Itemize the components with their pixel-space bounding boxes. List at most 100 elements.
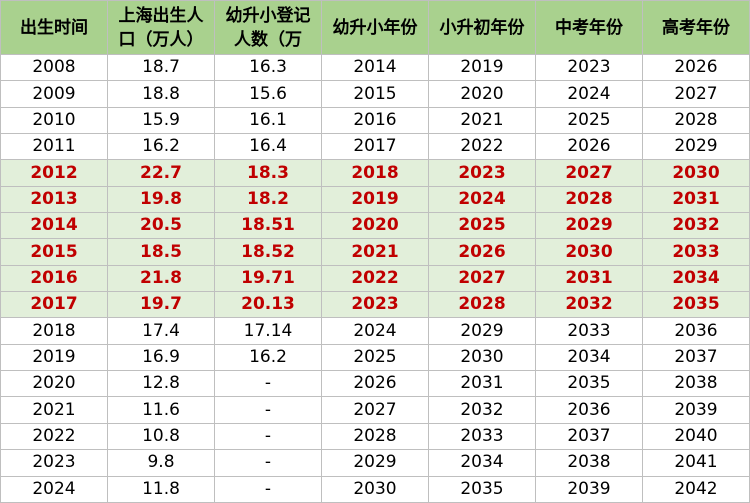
table-cell: 2013 [0,185,108,214]
table-cell: 16.2 [107,133,215,161]
table-cell: 2008 [0,53,108,82]
table-cell: 2022 [321,264,429,293]
table-cell: 18.51 [214,212,322,240]
table-cell: 16.2 [214,343,322,372]
table-cell: 2038 [535,449,643,477]
table-cell: 22.7 [107,159,215,187]
table-cell: 16.4 [214,133,322,161]
header-cell: 幼升小登记人数（万 [214,0,322,55]
table-cell: - [214,370,322,398]
header-cell: 中考年份 [535,0,643,55]
table-cell: 2019 [321,185,429,214]
table-cell: 2032 [428,396,536,424]
table-cell: 2035 [642,291,750,319]
table-cell: - [214,449,322,477]
table-row: 2008 18.7 16.3 2014 2019 2023 2026 [0,53,750,82]
table-cell: 2016 [321,106,429,135]
table-cell: 2014 [0,212,108,240]
table-cell: 2037 [642,343,750,372]
table-cell: 2035 [428,475,536,503]
table-cell: 2024 [535,80,643,108]
table-cell: 2030 [428,343,536,372]
table-cell: 2034 [428,449,536,477]
table-cell: 18.52 [214,238,322,266]
table-cell: 2025 [321,343,429,372]
table-cell: 2021 [321,238,429,266]
table-row: 2017 19.7 20.13 2023 2028 2032 2035 [0,291,750,319]
table-row: 2011 16.2 16.4 2017 2022 2026 2029 [0,133,750,161]
table-row: 2013 19.8 18.2 2019 2024 2028 2031 [0,185,750,214]
table-cell: 18.2 [214,185,322,214]
table-cell: 2009 [0,80,108,108]
table-cell: 17.4 [107,317,215,345]
table-cell: 2031 [535,264,643,293]
table-cell: 2039 [535,475,643,503]
header-cell: 幼升小年份 [321,0,429,55]
table-cell: 19.71 [214,264,322,293]
table-row: 2010 15.9 16.1 2016 2021 2025 2028 [0,106,750,135]
table-row: 2024 11.8-2030 2035 2039 2042 [0,475,750,503]
table-cell: 2016 [0,264,108,293]
table-cell: 2014 [321,53,429,82]
table-row: 2018 17.4 17.14 2024 2029 2033 2036 [0,317,750,345]
table-cell: 2019 [0,343,108,372]
table-cell: 20.5 [107,212,215,240]
table-cell: 2017 [0,291,108,319]
table-row: 2016 21.8 19.71 2022 2027 2031 2034 [0,264,750,293]
header-cell: 上海出生人口（万人） [107,0,215,55]
table-cell: 2029 [428,317,536,345]
table-cell: 2022 [0,422,108,451]
header-cell: 高考年份 [642,0,750,55]
table-cell: 2020 [0,370,108,398]
table-cell: 2028 [428,291,536,319]
table-cell: 18.8 [107,80,215,108]
table-cell: 2042 [642,475,750,503]
table-cell: 2011 [0,133,108,161]
table-cell: 2028 [535,185,643,214]
table-cell: 20.13 [214,291,322,319]
table-cell: 18.3 [214,159,322,187]
table-cell: 2027 [535,159,643,187]
table-cell: 9.8 [107,449,215,477]
table-cell: 2033 [428,422,536,451]
table-cell: 2029 [642,133,750,161]
table-cell: 2022 [428,133,536,161]
table-cell: 2040 [642,422,750,451]
table-cell: 2032 [642,212,750,240]
table-row: 2015 18.5 18.52 2021 2026 2030 2033 [0,238,750,266]
table-cell: 2023 [535,53,643,82]
table-cell: - [214,422,322,451]
table-cell: 2034 [535,343,643,372]
table-cell: 2028 [642,106,750,135]
table-row: 2020 12.8-2026 2031 2035 2038 [0,370,750,398]
table-cell: 2018 [321,159,429,187]
table-cell: 16.9 [107,343,215,372]
table-cell: 2021 [0,396,108,424]
table-row: 2023 9.8-2029 2034 2038 2041 [0,449,750,477]
table-cell: 19.8 [107,185,215,214]
table-cell: 2041 [642,449,750,477]
table-cell: 2029 [535,212,643,240]
table-cell: 2023 [428,159,536,187]
table-cell: - [214,475,322,503]
table-cell: 2025 [428,212,536,240]
table-cell: 11.6 [107,396,215,424]
table-cell: 2018 [0,317,108,345]
table-cell: 2019 [428,53,536,82]
table-cell: 2036 [535,396,643,424]
table-cell: 2024 [0,475,108,503]
table-cell: 2015 [0,238,108,266]
table-cell: 2035 [535,370,643,398]
table-cell: 2039 [642,396,750,424]
table-cell: 2028 [321,422,429,451]
table-cell: 2038 [642,370,750,398]
table-cell: 2032 [535,291,643,319]
table-body: 2008 18.7 16.3 2014 2019 2023 2026 2009 18.8 15.6… [0,53,750,503]
table-cell: 2030 [535,238,643,266]
table-cell: 2031 [642,185,750,214]
table-cell: 19.7 [107,291,215,319]
table-row: 2022 10.8-2028 2033 2037 2040 [0,422,750,451]
table-cell: 2037 [535,422,643,451]
table-cell: 2027 [428,264,536,293]
